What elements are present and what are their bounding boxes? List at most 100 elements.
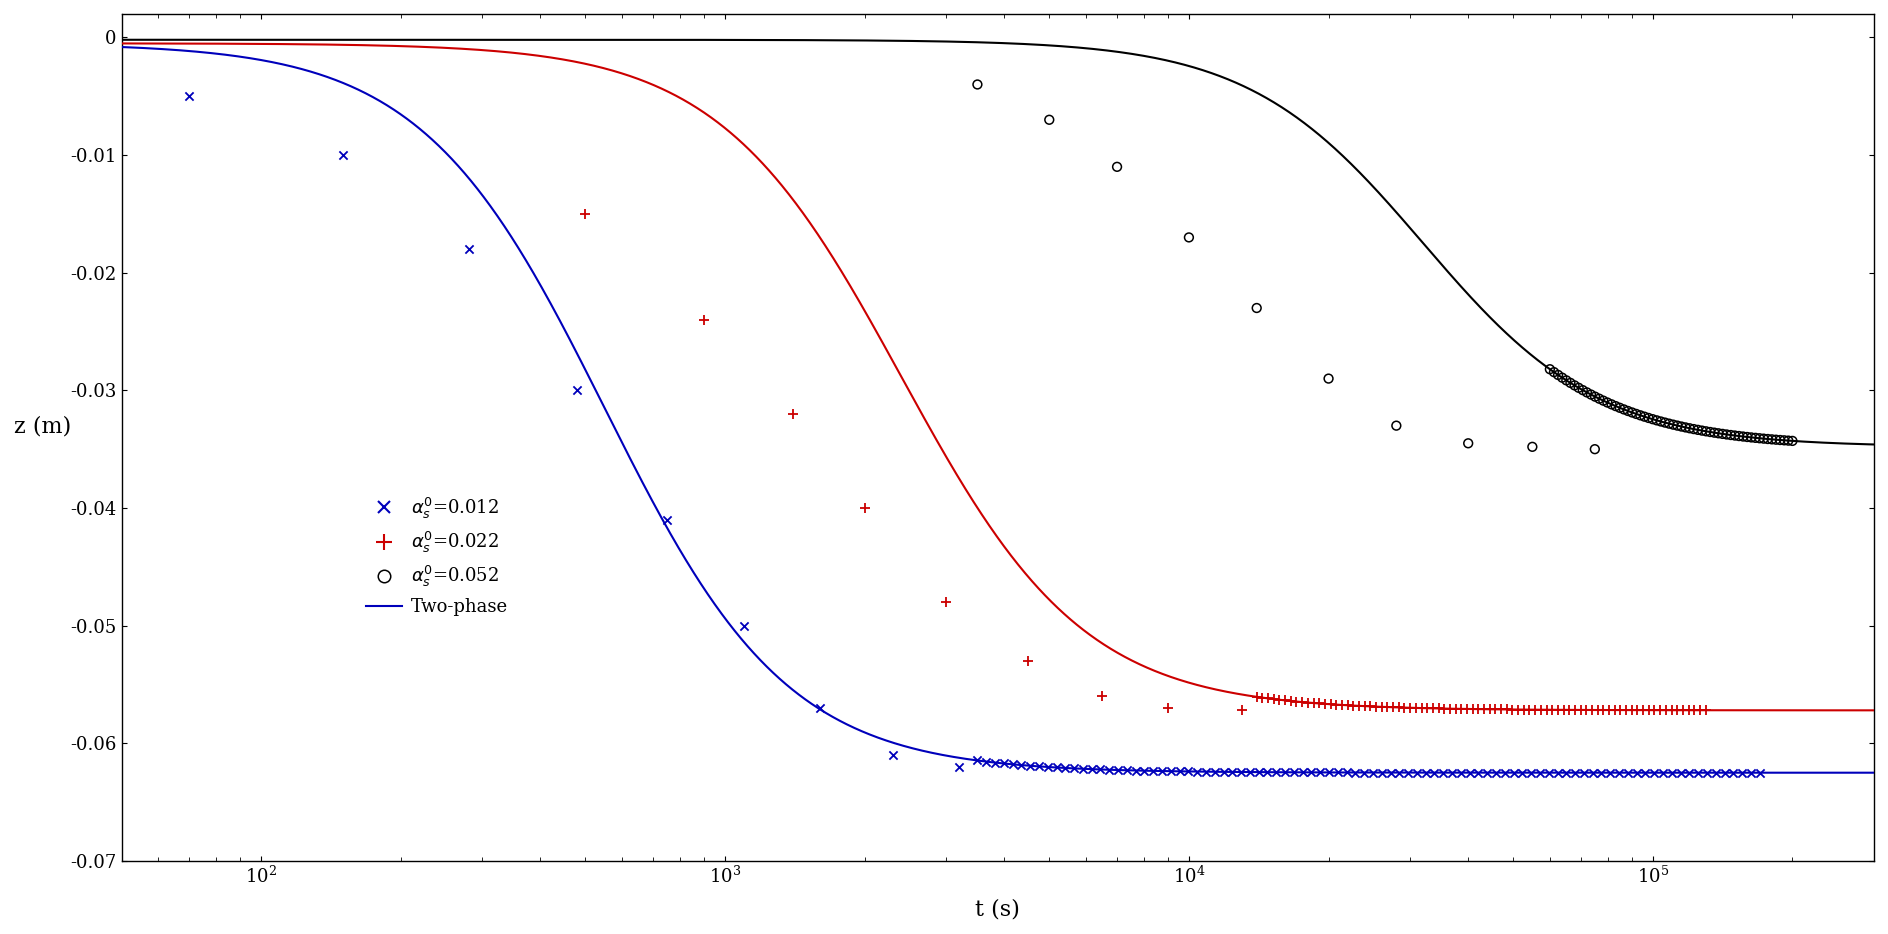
Point — [1703, 426, 1733, 441]
Point — [1469, 701, 1499, 716]
Point — [1520, 702, 1550, 717]
Point — [1569, 765, 1599, 780]
Point — [1622, 765, 1652, 780]
Point — [1516, 765, 1546, 780]
Point — [1452, 701, 1482, 716]
Point — [1665, 765, 1695, 780]
Legend: $\alpha_s^0$=0.012, $\alpha_s^0$=0.022, $\alpha_s^0$=0.052, Two-phase: $\alpha_s^0$=0.012, $\alpha_s^0$=0.022, … — [359, 488, 515, 623]
Point — [1592, 395, 1622, 410]
Point — [1699, 425, 1729, 440]
Point — [1667, 702, 1697, 717]
Point — [1644, 702, 1675, 717]
Point — [1667, 419, 1697, 434]
Point — [1605, 765, 1635, 780]
Point — [1305, 696, 1335, 711]
Point — [1639, 765, 1669, 780]
Point — [1103, 160, 1133, 175]
Point — [1344, 699, 1374, 714]
Point — [1333, 698, 1363, 713]
Point — [1014, 654, 1044, 669]
Point — [1499, 765, 1529, 780]
Point — [1288, 765, 1318, 780]
Point — [1533, 765, 1563, 780]
Point — [1086, 762, 1116, 777]
Point — [1378, 700, 1408, 715]
Point — [804, 700, 834, 715]
Point — [1314, 765, 1344, 780]
Point — [1658, 417, 1688, 432]
Point — [1582, 702, 1612, 717]
Point — [1720, 428, 1750, 443]
Point — [1035, 112, 1065, 127]
Point — [1395, 700, 1425, 715]
Point — [1242, 301, 1273, 316]
Point — [878, 747, 908, 762]
Point — [1437, 765, 1467, 780]
Point — [1454, 436, 1484, 451]
Point — [174, 89, 204, 104]
Point — [1401, 765, 1431, 780]
Point — [1610, 702, 1641, 717]
Point — [1559, 702, 1590, 717]
Point — [989, 756, 1020, 771]
Point — [1120, 763, 1150, 778]
Point — [1218, 764, 1248, 779]
Point — [1576, 387, 1607, 402]
Point — [1254, 691, 1284, 706]
Point — [1559, 378, 1590, 393]
Point — [1276, 694, 1306, 709]
Point — [1637, 412, 1667, 427]
Point — [1446, 701, 1476, 716]
Point — [1367, 700, 1397, 715]
Point — [1503, 702, 1533, 717]
Point — [1191, 764, 1222, 779]
Point — [1765, 432, 1795, 447]
Point — [1567, 383, 1597, 398]
Point — [1599, 702, 1629, 717]
Point — [1299, 696, 1329, 711]
Point — [1554, 702, 1584, 717]
Point — [1586, 765, 1616, 780]
Point — [1305, 765, 1335, 780]
Point — [1612, 403, 1643, 418]
Point — [1463, 701, 1493, 716]
Point — [1728, 765, 1758, 780]
Point — [1146, 764, 1176, 779]
Point — [1356, 699, 1386, 714]
Point — [1735, 765, 1765, 780]
Point — [1737, 430, 1767, 445]
Point — [1297, 765, 1327, 780]
Point — [1514, 702, 1544, 717]
Point — [1261, 765, 1291, 780]
Point — [1773, 433, 1803, 448]
Point — [1595, 765, 1626, 780]
Point — [1552, 373, 1582, 388]
Point — [963, 77, 993, 92]
Point — [1633, 410, 1663, 425]
Point — [1537, 702, 1567, 717]
Point — [1556, 375, 1586, 390]
Point — [1199, 764, 1229, 779]
Point — [1546, 370, 1576, 385]
Point — [1023, 759, 1054, 774]
Point — [1633, 702, 1663, 717]
Point — [1552, 765, 1582, 780]
Point — [1407, 700, 1437, 715]
Point — [1174, 230, 1205, 245]
Point — [1535, 361, 1565, 376]
Point — [1756, 432, 1786, 446]
Point — [1076, 762, 1106, 777]
Point — [1252, 765, 1282, 780]
Point — [1480, 701, 1510, 716]
Point — [1310, 697, 1340, 712]
Point — [1627, 702, 1658, 717]
Point — [1384, 700, 1414, 715]
Point — [997, 757, 1027, 771]
Point — [1282, 694, 1312, 709]
Point — [1678, 421, 1709, 436]
Point — [1718, 765, 1748, 780]
Point — [1401, 700, 1431, 715]
Point — [1244, 765, 1274, 780]
Point — [944, 759, 974, 774]
Point — [1322, 697, 1352, 712]
